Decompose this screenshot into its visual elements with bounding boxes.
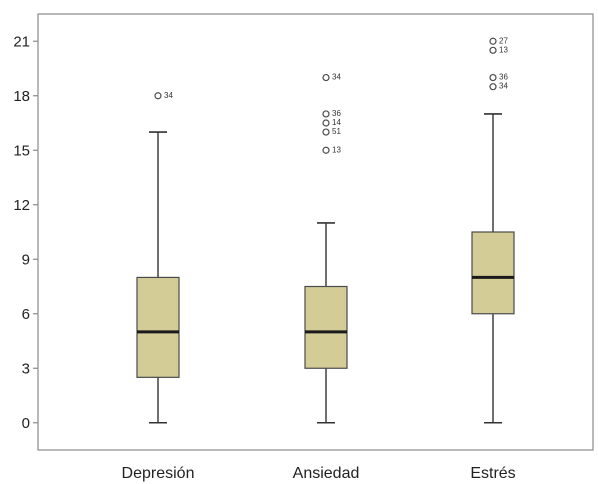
outlier-label: 34 [499, 82, 508, 91]
outlier-label: 34 [164, 91, 173, 100]
y-tick-label: 3 [22, 360, 30, 377]
outlier-point [322, 119, 330, 127]
y-tick-label: 18 [13, 88, 30, 105]
box-group [136, 131, 180, 424]
iqr-box [471, 231, 515, 315]
x-axis: Depresión Ansiedad Estrés [122, 465, 516, 482]
iqr-box [304, 285, 348, 369]
outlier-label: 34 [332, 73, 341, 82]
y-axis: 0 3 6 9 12 15 18 21 [13, 33, 38, 432]
outlier-point [489, 83, 497, 91]
outlier-point [489, 73, 497, 82]
box-group [471, 113, 515, 424]
outlier-label: 27 [499, 36, 508, 45]
outlier-label: 13 [499, 45, 508, 54]
y-tick-label: 0 [22, 415, 30, 432]
box-group-layer [136, 113, 515, 424]
y-tick-label: 6 [22, 306, 30, 323]
outlier-point [322, 146, 330, 154]
outlier-label: 36 [499, 73, 508, 82]
outlier-label: 13 [332, 145, 341, 154]
outlier-point [489, 37, 497, 45]
iqr-box [136, 276, 180, 378]
outlier-label: 36 [332, 109, 341, 118]
outlier-point [322, 128, 330, 136]
outlier-point [322, 110, 330, 118]
x-category-label: Ansiedad [293, 465, 360, 482]
outlier-point [322, 73, 330, 82]
outlier-point [154, 92, 162, 100]
outlier-label: 51 [332, 127, 341, 136]
y-tick-label: 9 [22, 251, 30, 268]
outlier-label: 14 [332, 118, 341, 127]
y-tick-label: 12 [13, 197, 30, 214]
y-tick-label: 21 [13, 33, 30, 50]
x-category-label: Depresión [122, 465, 195, 482]
box-group [304, 222, 348, 424]
y-tick-label: 15 [13, 142, 30, 159]
outlier-point [489, 46, 497, 54]
x-category-label: Estrés [470, 465, 515, 482]
